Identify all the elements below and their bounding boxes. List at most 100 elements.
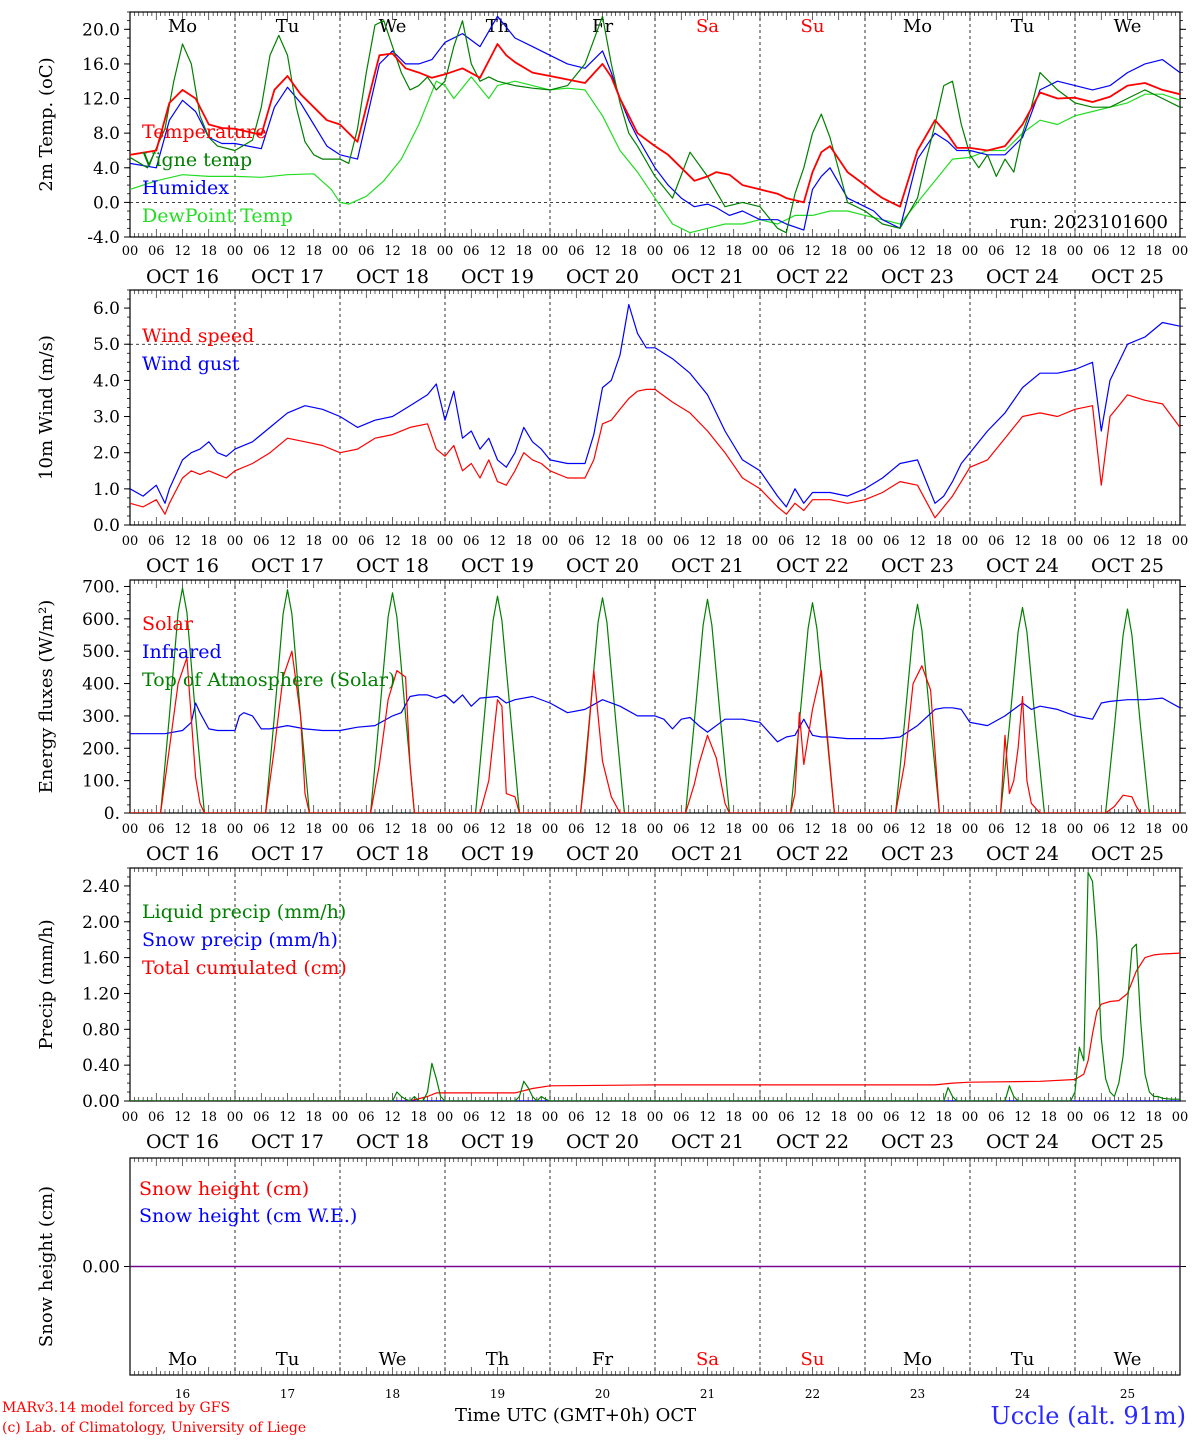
hour-label: 06 bbox=[1093, 244, 1110, 259]
date-label: OCT 24 bbox=[986, 843, 1059, 865]
hour-label: 18 bbox=[620, 534, 637, 549]
day-name: Su bbox=[801, 16, 825, 37]
date-label: OCT 19 bbox=[461, 555, 534, 577]
hour-label: 00 bbox=[1172, 244, 1189, 259]
hour-label: 06 bbox=[673, 822, 690, 837]
day-name: Tu bbox=[276, 16, 300, 37]
hour-label: 12 bbox=[1119, 534, 1136, 549]
y-tick-label: 300. bbox=[82, 707, 120, 727]
hour-label: 06 bbox=[148, 534, 165, 549]
y-tick-label: 5.0 bbox=[93, 335, 120, 355]
hour-label: 06 bbox=[778, 244, 795, 259]
y-tick-label: 1.20 bbox=[82, 984, 120, 1004]
day-name: Tu bbox=[1011, 16, 1035, 37]
day-name: Mo bbox=[903, 1349, 932, 1370]
hour-label: 00 bbox=[1067, 822, 1084, 837]
y-tick-label: 16.0 bbox=[82, 55, 120, 75]
series-line-wind-gust bbox=[130, 303, 1180, 508]
hour-label: 06 bbox=[148, 1110, 165, 1125]
hour-label: 18 bbox=[935, 244, 952, 259]
series-line-humidex bbox=[130, 15, 1180, 231]
y-tick-label: 12.0 bbox=[82, 90, 120, 110]
hour-label: 06 bbox=[988, 244, 1005, 259]
hour-label: 00 bbox=[227, 244, 244, 259]
legend-entry: Top of Atmosphere (Solar) bbox=[142, 669, 395, 691]
hour-label: 12 bbox=[594, 534, 611, 549]
hour-label: 06 bbox=[253, 534, 270, 549]
hour-label: 06 bbox=[148, 244, 165, 259]
day-name: Mo bbox=[903, 16, 932, 37]
hour-label: 12 bbox=[1014, 822, 1031, 837]
hour-label: 06 bbox=[778, 534, 795, 549]
y-tick-label: 0.00 bbox=[82, 1258, 120, 1278]
hour-label: 18 bbox=[515, 244, 532, 259]
series-line-dewpoint-temp bbox=[130, 76, 1180, 234]
hour-label: 12 bbox=[699, 534, 716, 549]
hour-label: 06 bbox=[1093, 822, 1110, 837]
hour-label: 06 bbox=[358, 244, 375, 259]
date-label: OCT 16 bbox=[146, 843, 219, 865]
hour-label: 00 bbox=[332, 244, 349, 259]
date-label: OCT 23 bbox=[881, 555, 954, 577]
hour-label: 12 bbox=[909, 822, 926, 837]
hour-label: 00 bbox=[332, 1110, 349, 1125]
hour-label: 00 bbox=[1172, 1110, 1189, 1125]
hour-label: 06 bbox=[253, 1110, 270, 1125]
hour-label: 18 bbox=[1040, 1110, 1057, 1125]
y-tick-label: 0.40 bbox=[82, 1056, 120, 1076]
hour-label: 00 bbox=[962, 822, 979, 837]
hour-label: 00 bbox=[122, 822, 139, 837]
hour-label: 06 bbox=[463, 244, 480, 259]
hour-label: 12 bbox=[489, 822, 506, 837]
hour-label: 06 bbox=[568, 534, 585, 549]
day-name: Fr bbox=[592, 1349, 613, 1370]
date-label: OCT 21 bbox=[671, 843, 744, 865]
date-label: OCT 19 bbox=[461, 1131, 534, 1153]
hour-label: 12 bbox=[279, 1110, 296, 1125]
day-name: Sa bbox=[696, 16, 719, 37]
run-annotation: run: 2023101600 bbox=[1010, 212, 1168, 233]
hour-label: 06 bbox=[673, 1110, 690, 1125]
y-tick-label: 20.0 bbox=[82, 20, 120, 40]
hour-label: 06 bbox=[253, 822, 270, 837]
hour-label: 18 bbox=[725, 822, 742, 837]
hour-label: 18 bbox=[1145, 1110, 1162, 1125]
date-label: OCT 19 bbox=[461, 266, 534, 288]
hour-label: 00 bbox=[437, 244, 454, 259]
date-label: OCT 22 bbox=[776, 843, 849, 865]
hour-label: 06 bbox=[883, 534, 900, 549]
legend-entry: Liquid precip (mm/h) bbox=[142, 901, 346, 923]
hour-label: 00 bbox=[647, 534, 664, 549]
y-tick-label: 0. bbox=[104, 804, 120, 824]
y-axis-label: 2m Temp. (oC) bbox=[36, 57, 57, 191]
time-axis-label: Time UTC (GMT+0h) OCT bbox=[455, 1405, 697, 1426]
hour-label: 00 bbox=[857, 534, 874, 549]
date-label: OCT 25 bbox=[1091, 266, 1164, 288]
day-name: Mo bbox=[168, 16, 197, 37]
y-tick-label: 4.0 bbox=[93, 159, 120, 179]
hour-label: 00 bbox=[542, 822, 559, 837]
hour-label: 00 bbox=[227, 1110, 244, 1125]
legend-entry: Snow height (cm W.E.) bbox=[139, 1205, 357, 1227]
hour-label: 12 bbox=[384, 534, 401, 549]
hour-label: 00 bbox=[227, 534, 244, 549]
hour-label: 12 bbox=[699, 822, 716, 837]
hour-label: 18 bbox=[305, 822, 322, 837]
hour-label: 12 bbox=[489, 534, 506, 549]
hour-label: 12 bbox=[1119, 1110, 1136, 1125]
hour-label: 00 bbox=[227, 822, 244, 837]
y-axis-label: Precip (mm/h) bbox=[36, 919, 57, 1049]
legend-entry: Snow precip (mm/h) bbox=[142, 929, 338, 951]
legend-entry: Temperature bbox=[142, 121, 266, 143]
hour-label: 12 bbox=[174, 534, 191, 549]
day-number: 16 bbox=[175, 1387, 190, 1401]
day-number: 23 bbox=[910, 1387, 925, 1401]
y-tick-label: 2.00 bbox=[82, 913, 120, 933]
date-label: OCT 23 bbox=[881, 843, 954, 865]
y-tick-label: 600. bbox=[82, 610, 120, 630]
legend-entry: Infrared bbox=[142, 641, 222, 663]
day-number: 17 bbox=[280, 1387, 295, 1401]
hour-label: 12 bbox=[384, 244, 401, 259]
y-axis-label: Energy fluxes (W/m²) bbox=[36, 600, 57, 794]
